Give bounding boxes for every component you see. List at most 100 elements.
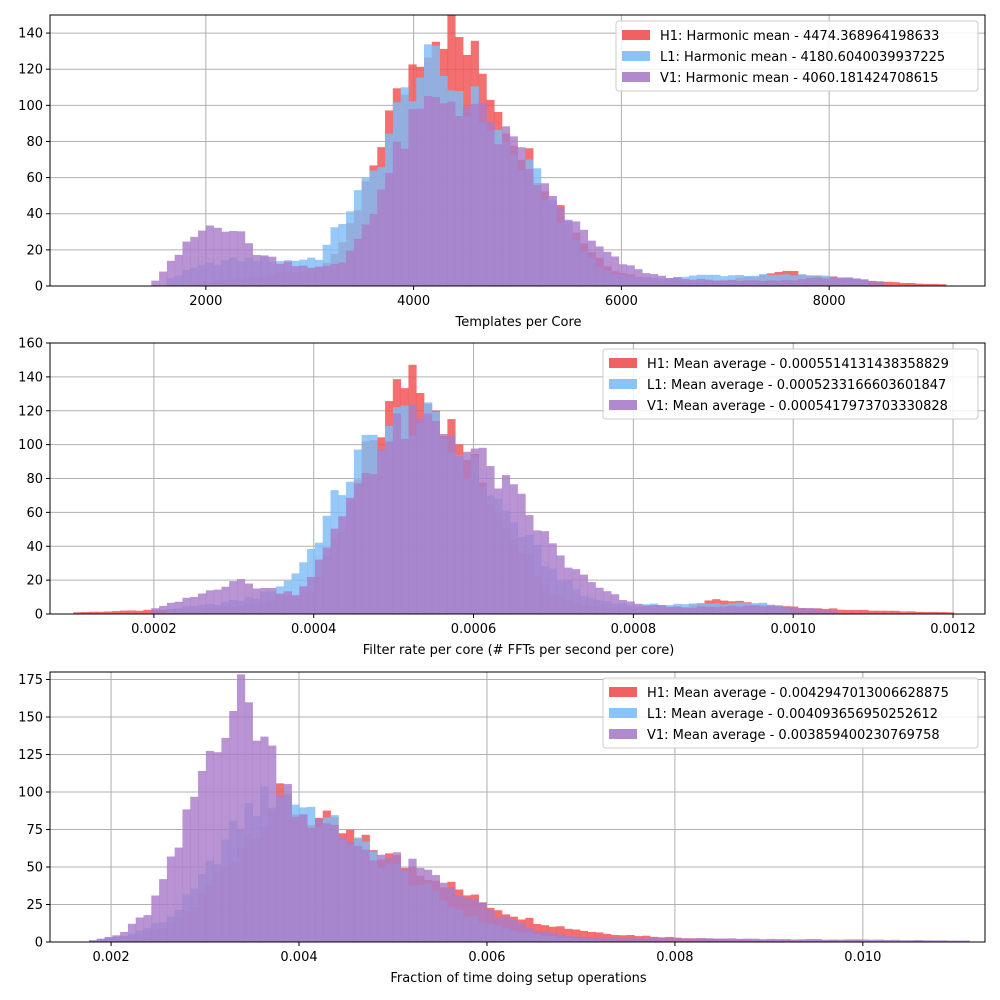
histogram-bar [805, 277, 814, 286]
legend: H1: Mean average - 0.0042947013006628875… [602, 677, 979, 749]
histogram-bar [470, 103, 479, 286]
chart-panel-2: 0.0002 0.0004 0.0006 0.0008 0.0010 0.0012 0 20 4… [18, 337, 986, 658]
histogram-bar [626, 265, 635, 286]
histogram-bar [852, 609, 861, 614]
histogram-bar [766, 605, 776, 614]
y-tick-label: 160 [18, 337, 43, 352]
legend-box [615, 20, 979, 92]
histogram-bar [143, 915, 152, 942]
histogram-bar [587, 937, 596, 942]
histogram-bar [946, 612, 955, 614]
histogram-bar [307, 576, 316, 614]
legend-swatch [609, 358, 637, 368]
histogram-bar [751, 938, 760, 942]
histogram-bar [268, 256, 277, 286]
histogram-bar [96, 611, 105, 614]
histogram-bar [439, 103, 448, 286]
legend-swatch [609, 687, 637, 697]
histogram-bar [346, 497, 355, 614]
histogram-bar [821, 610, 830, 614]
histogram-bar [268, 745, 277, 942]
y-tick-label: 140 [18, 370, 43, 385]
histogram-bar [151, 608, 160, 614]
histogram-bar [338, 837, 347, 942]
legend-entry: H1: Mean average - 0.0042947013006628875 [647, 686, 949, 701]
histogram-bar [314, 559, 324, 614]
y-tick-label: 0 [35, 608, 43, 623]
histogram-bar [766, 938, 776, 942]
chart-panel-1: 2000 4000 6000 8000 0 20 40 60 80 100 120 140 Templa… [18, 14, 986, 330]
histogram-bar [361, 224, 370, 286]
histogram-bar [166, 856, 176, 942]
histogram-bar [572, 569, 581, 614]
histogram-bar [875, 939, 885, 942]
legend-box [602, 348, 979, 420]
legend: H1: Harmonic mean - 4474.368964198633 L1:… [615, 20, 979, 92]
legend-box [602, 677, 979, 749]
histogram-bar [439, 882, 448, 942]
histogram-bar [307, 267, 316, 286]
histogram-bar [603, 591, 612, 614]
histogram-bar [494, 488, 503, 614]
histogram-bar [782, 939, 791, 942]
histogram-bar [462, 106, 472, 286]
histogram-bar [712, 607, 721, 614]
histogram-bar [275, 263, 285, 286]
histogram-bar [720, 280, 729, 286]
histogram-bar [642, 605, 651, 614]
histogram-bar [275, 795, 285, 942]
histogram-bar [556, 934, 565, 942]
histogram-bar [353, 238, 363, 286]
histogram-bar [213, 227, 222, 286]
histogram-bar [353, 483, 363, 614]
histogram-bar [283, 261, 292, 286]
histogram-bar [618, 264, 627, 286]
histogram-bar [533, 185, 542, 286]
histogram-bar [548, 543, 557, 614]
histogram-bar [260, 587, 269, 614]
histogram-bar [836, 939, 846, 942]
x-tick-label: 0.002 [92, 950, 129, 965]
histogram-bar [665, 277, 674, 286]
histogram-bar [455, 115, 464, 286]
y-tick-label: 20 [26, 243, 43, 258]
y-tick-label: 0 [35, 280, 43, 295]
histogram-bar [509, 919, 518, 942]
histogram-bar [821, 278, 830, 286]
histogram-bar [681, 607, 690, 614]
y-tick-label: 120 [18, 404, 43, 419]
legend-entry: L1: Mean average - 0.0005233166603601847 [647, 378, 946, 393]
histogram-bar [470, 448, 479, 614]
histogram-bar [556, 207, 565, 286]
histogram-bar [774, 280, 783, 286]
legend-swatch [622, 72, 650, 82]
x-tick-label: 2000 [189, 294, 222, 309]
x-tick-label: 6000 [605, 294, 638, 309]
histogram-bar [221, 586, 230, 614]
histogram-bar [198, 770, 207, 942]
histogram-bar [81, 612, 90, 614]
histogram-bar [548, 932, 557, 942]
histogram-bar [501, 916, 511, 942]
histogram-bar [501, 475, 511, 614]
histogram-bar [268, 588, 277, 614]
histogram-bar [798, 939, 807, 942]
histogram-bar [346, 211, 355, 286]
histogram-bar [564, 219, 573, 286]
histogram-bar [891, 610, 900, 614]
histogram-bar [237, 231, 246, 286]
histogram-bar [385, 172, 394, 286]
histogram-bar [665, 606, 674, 614]
histogram-bar [774, 939, 783, 942]
histogram-bar [260, 736, 269, 942]
histogram-bar [572, 221, 581, 286]
histogram-bar [338, 262, 347, 286]
histogram-bar [517, 923, 526, 942]
histogram-bar [159, 271, 168, 286]
histogram-bar [759, 281, 768, 286]
histogram-bar [759, 606, 768, 614]
histogram-bar [681, 279, 690, 286]
histogram-bar [907, 282, 916, 286]
histogram-bar [899, 611, 908, 614]
